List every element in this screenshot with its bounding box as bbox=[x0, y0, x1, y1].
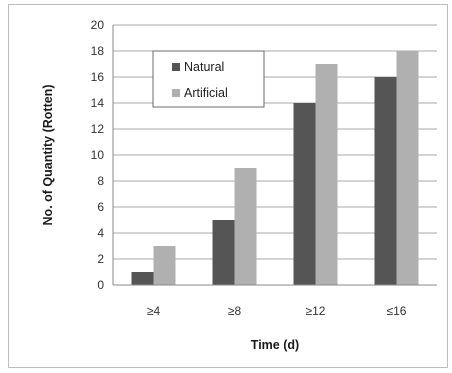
x-tick-label: ≤16 bbox=[387, 304, 407, 318]
y-tick-label: 16 bbox=[91, 70, 105, 84]
legend: Natural Artificial bbox=[152, 50, 265, 108]
legend-label-natural: Natural bbox=[184, 60, 224, 74]
bar-artificial-0 bbox=[153, 246, 176, 285]
y-axis-title: No. of Quantity (Rotten) bbox=[41, 85, 55, 226]
y-tick-label: 6 bbox=[97, 200, 104, 214]
y-tick-label: 4 bbox=[97, 226, 104, 240]
bar-natural-1 bbox=[212, 220, 235, 285]
bar-artificial-2 bbox=[315, 64, 338, 285]
bar-artificial-3 bbox=[396, 51, 419, 285]
y-tick-label: 10 bbox=[91, 148, 105, 162]
y-tick-label: 12 bbox=[91, 122, 105, 136]
x-tick-label: ≥8 bbox=[228, 304, 242, 318]
bar-natural-2 bbox=[293, 103, 316, 285]
legend-box bbox=[152, 50, 265, 108]
y-tick-label: 20 bbox=[91, 18, 105, 32]
bar-artificial-1 bbox=[234, 168, 257, 285]
bar-natural-0 bbox=[131, 272, 154, 285]
legend-label-artificial: Artificial bbox=[184, 86, 228, 100]
x-tick-label: ≥4 bbox=[147, 304, 161, 318]
x-tick-label: ≥12 bbox=[306, 304, 326, 318]
y-tick-label: 2 bbox=[97, 252, 104, 266]
y-tick-label: 18 bbox=[91, 44, 105, 58]
y-tick-labels: 0 2 4 6 8 10 12 14 16 18 20 bbox=[91, 18, 105, 292]
legend-swatch-natural bbox=[172, 63, 180, 71]
bar-natural-3 bbox=[374, 77, 397, 285]
y-tick-label: 14 bbox=[91, 96, 105, 110]
y-tick-label: 0 bbox=[97, 278, 104, 292]
y-tick-label: 8 bbox=[97, 174, 104, 188]
x-axis-title: Time (d) bbox=[251, 338, 299, 352]
legend-swatch-artificial bbox=[172, 89, 180, 97]
bars bbox=[131, 51, 419, 285]
x-tick-labels: ≥4 ≥8 ≥12 ≤16 bbox=[147, 304, 407, 318]
